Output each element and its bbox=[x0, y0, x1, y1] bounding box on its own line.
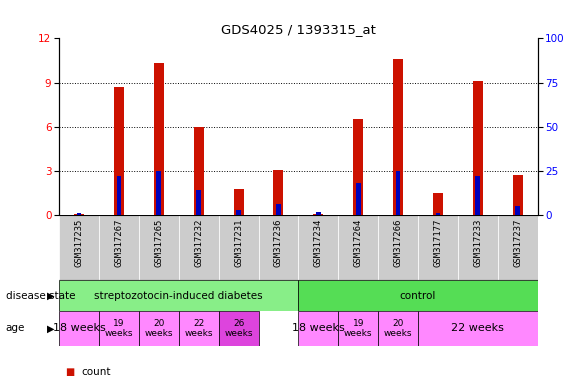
Bar bbox=[139, 215, 179, 280]
Text: streptozotocin-induced diabetes: streptozotocin-induced diabetes bbox=[95, 291, 263, 301]
Bar bbox=[194, 127, 204, 215]
Bar bbox=[356, 184, 360, 215]
Bar bbox=[418, 215, 458, 280]
Text: count: count bbox=[82, 367, 111, 377]
Bar bbox=[157, 171, 161, 215]
Bar bbox=[475, 176, 480, 215]
Text: GSM317235: GSM317235 bbox=[74, 218, 83, 266]
Bar bbox=[436, 213, 440, 215]
Bar bbox=[258, 215, 298, 280]
Bar bbox=[338, 311, 378, 346]
Text: GSM317234: GSM317234 bbox=[314, 218, 323, 266]
Bar bbox=[117, 176, 122, 215]
Text: ■: ■ bbox=[65, 367, 74, 377]
Text: 20
weeks: 20 weeks bbox=[145, 319, 173, 338]
Bar bbox=[378, 311, 418, 346]
Text: 18 weeks: 18 weeks bbox=[292, 323, 345, 333]
Text: age: age bbox=[6, 323, 25, 333]
Text: 26
weeks: 26 weeks bbox=[224, 319, 253, 338]
Text: GSM317236: GSM317236 bbox=[274, 218, 283, 266]
Text: GSM317177: GSM317177 bbox=[434, 218, 443, 266]
Bar bbox=[274, 170, 283, 215]
Bar bbox=[314, 214, 323, 215]
Bar bbox=[59, 280, 298, 311]
Bar bbox=[114, 87, 124, 215]
Bar bbox=[353, 119, 363, 215]
Bar bbox=[316, 212, 321, 215]
Bar bbox=[393, 59, 403, 215]
Text: GSM317267: GSM317267 bbox=[114, 218, 123, 266]
Text: control: control bbox=[400, 291, 436, 301]
Bar bbox=[59, 215, 99, 280]
Bar bbox=[179, 215, 218, 280]
Text: 22 weeks: 22 weeks bbox=[452, 323, 504, 333]
Text: 19
weeks: 19 weeks bbox=[344, 319, 373, 338]
Bar bbox=[196, 190, 201, 215]
Bar bbox=[99, 215, 139, 280]
Bar bbox=[418, 311, 538, 346]
Bar bbox=[59, 311, 99, 346]
Bar bbox=[378, 215, 418, 280]
Text: 20
weeks: 20 weeks bbox=[384, 319, 412, 338]
Bar bbox=[513, 175, 522, 215]
Text: GSM317237: GSM317237 bbox=[513, 218, 522, 266]
Bar bbox=[298, 215, 338, 280]
Text: 22
weeks: 22 weeks bbox=[185, 319, 213, 338]
Text: GSM317231: GSM317231 bbox=[234, 218, 243, 266]
Bar bbox=[139, 311, 179, 346]
Text: 19
weeks: 19 weeks bbox=[105, 319, 133, 338]
Bar bbox=[473, 81, 483, 215]
Bar bbox=[154, 63, 164, 215]
Bar bbox=[236, 210, 241, 215]
Text: GSM317232: GSM317232 bbox=[194, 218, 203, 266]
Bar bbox=[396, 171, 400, 215]
Bar bbox=[298, 280, 538, 311]
Bar bbox=[218, 215, 258, 280]
Bar bbox=[276, 204, 281, 215]
Bar bbox=[77, 213, 82, 215]
Text: GSM317233: GSM317233 bbox=[473, 218, 482, 266]
Bar bbox=[74, 214, 84, 215]
Bar bbox=[338, 215, 378, 280]
Bar bbox=[99, 311, 139, 346]
Bar bbox=[433, 193, 443, 215]
Text: disease state: disease state bbox=[6, 291, 75, 301]
Bar bbox=[298, 311, 338, 346]
Text: 18 weeks: 18 weeks bbox=[53, 323, 105, 333]
Text: ▶: ▶ bbox=[47, 291, 55, 301]
Text: GSM317266: GSM317266 bbox=[394, 218, 403, 266]
Text: GSM317265: GSM317265 bbox=[154, 218, 163, 266]
Text: ▶: ▶ bbox=[47, 323, 55, 333]
Bar bbox=[179, 311, 218, 346]
Text: GSM317264: GSM317264 bbox=[354, 218, 363, 266]
Bar bbox=[218, 311, 258, 346]
Bar bbox=[515, 206, 520, 215]
Title: GDS4025 / 1393315_at: GDS4025 / 1393315_at bbox=[221, 23, 376, 36]
Bar bbox=[234, 189, 244, 215]
Bar bbox=[458, 215, 498, 280]
Bar bbox=[498, 215, 538, 280]
